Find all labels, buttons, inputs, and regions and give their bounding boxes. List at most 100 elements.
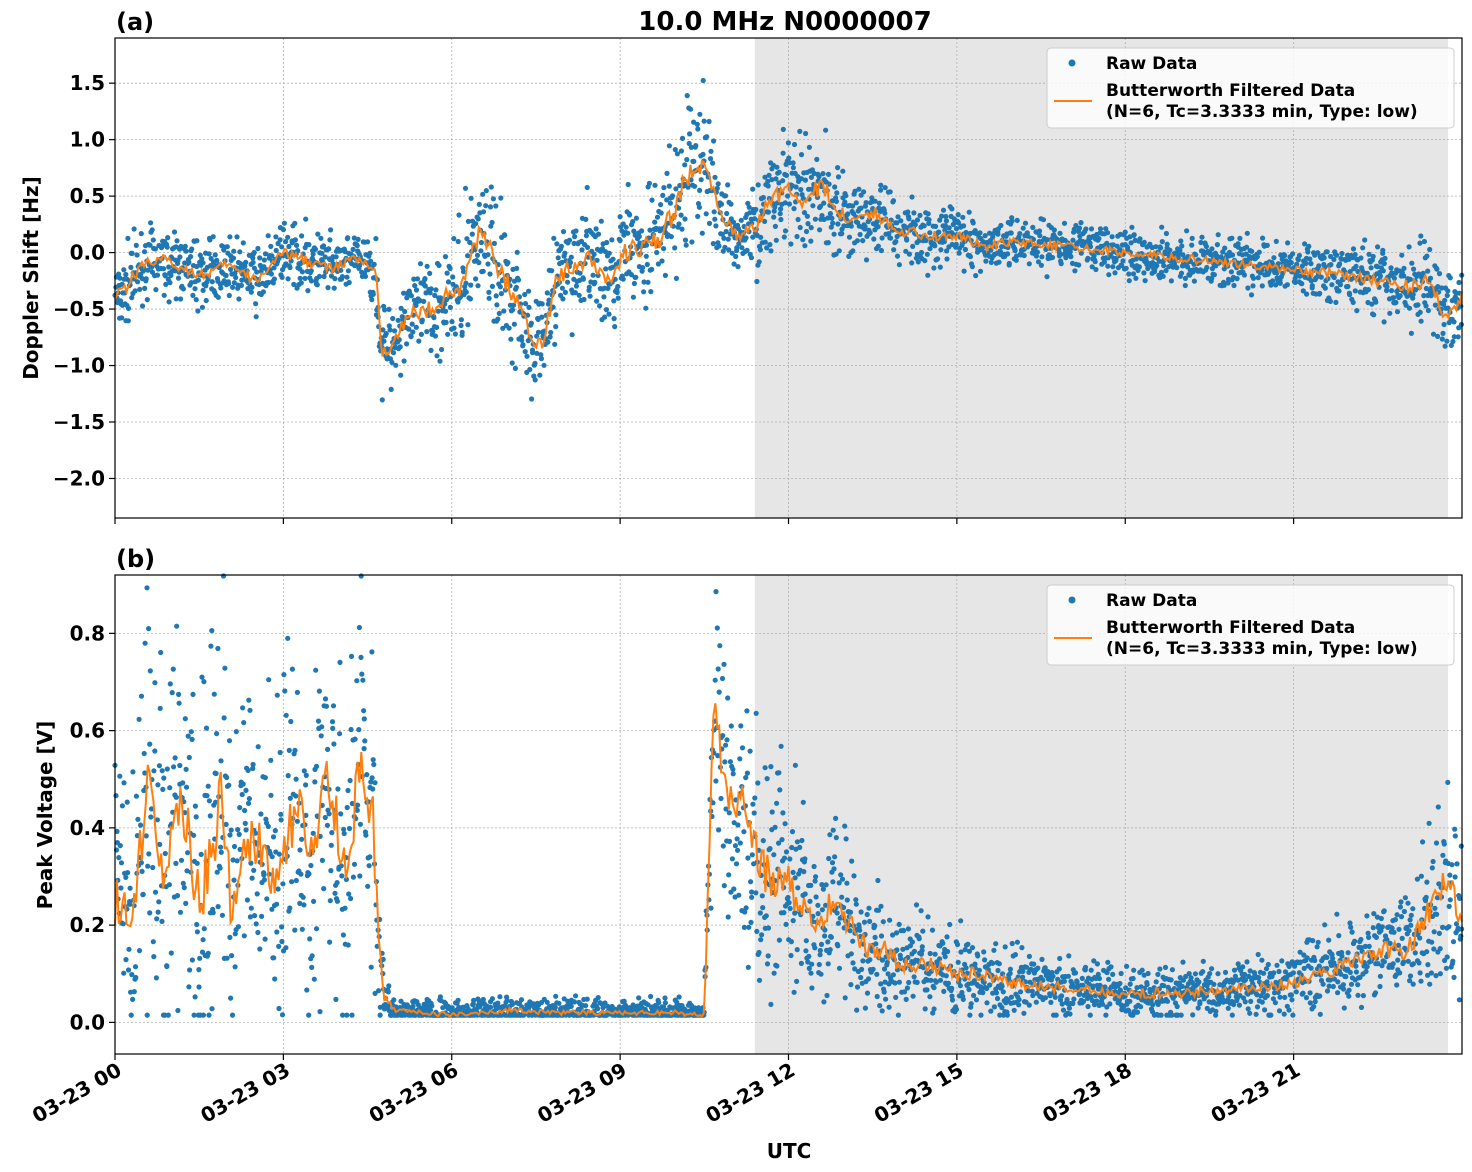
raw-point bbox=[1299, 281, 1305, 287]
raw-point bbox=[114, 828, 120, 835]
raw-point bbox=[733, 861, 740, 867]
raw-point bbox=[942, 227, 948, 233]
raw-point bbox=[1209, 275, 1215, 281]
raw-point bbox=[848, 951, 854, 957]
raw-point bbox=[1036, 228, 1043, 234]
raw-point bbox=[728, 201, 734, 207]
raw-point bbox=[1409, 260, 1415, 266]
raw-point bbox=[345, 942, 351, 948]
raw-point bbox=[858, 205, 864, 211]
raw-point bbox=[451, 325, 457, 331]
raw-point bbox=[344, 1012, 350, 1018]
raw-point bbox=[273, 247, 279, 254]
raw-point bbox=[652, 182, 658, 188]
raw-point bbox=[480, 209, 487, 215]
raw-point bbox=[150, 237, 156, 243]
raw-point bbox=[719, 675, 726, 682]
raw-point bbox=[355, 802, 361, 808]
raw-point bbox=[1418, 318, 1424, 324]
raw-point bbox=[741, 924, 748, 931]
raw-point bbox=[117, 275, 123, 281]
raw-point bbox=[595, 995, 601, 1001]
raw-point bbox=[1130, 975, 1136, 982]
raw-point bbox=[786, 201, 793, 207]
raw-point bbox=[1240, 964, 1246, 970]
raw-point bbox=[373, 236, 379, 242]
raw-point bbox=[455, 997, 461, 1004]
raw-point bbox=[488, 1004, 494, 1010]
raw-point bbox=[165, 235, 171, 241]
raw-point bbox=[782, 200, 788, 206]
raw-point bbox=[126, 946, 132, 952]
raw-point bbox=[1294, 261, 1300, 267]
raw-point bbox=[189, 957, 195, 963]
raw-point bbox=[1444, 292, 1450, 299]
raw-point bbox=[1071, 996, 1077, 1002]
raw-point bbox=[370, 291, 376, 297]
raw-point bbox=[946, 225, 952, 231]
raw-point bbox=[1247, 1010, 1253, 1016]
raw-point bbox=[1362, 237, 1368, 243]
raw-point bbox=[811, 863, 817, 870]
raw-point bbox=[750, 234, 756, 240]
raw-point bbox=[364, 772, 370, 778]
raw-point bbox=[339, 274, 345, 280]
raw-point bbox=[417, 298, 423, 304]
raw-point bbox=[918, 249, 925, 256]
raw-point bbox=[984, 1000, 990, 1006]
raw-point bbox=[833, 835, 839, 841]
raw-point bbox=[931, 985, 937, 991]
raw-point bbox=[125, 967, 132, 973]
raw-point bbox=[972, 961, 978, 967]
raw-point bbox=[308, 268, 314, 274]
raw-point bbox=[848, 223, 854, 229]
raw-point bbox=[788, 939, 795, 945]
raw-point bbox=[395, 317, 401, 323]
raw-point bbox=[809, 985, 815, 991]
raw-point bbox=[904, 237, 910, 243]
raw-point bbox=[853, 897, 859, 903]
raw-point bbox=[279, 274, 285, 280]
raw-point bbox=[368, 964, 374, 970]
raw-point bbox=[654, 249, 660, 256]
raw-point bbox=[815, 911, 821, 917]
raw-point bbox=[174, 893, 181, 899]
raw-point bbox=[1035, 965, 1041, 971]
y-tick-label: −1.5 bbox=[53, 410, 105, 434]
raw-point bbox=[439, 346, 445, 353]
raw-point bbox=[293, 877, 299, 884]
raw-point bbox=[196, 984, 202, 990]
raw-point bbox=[293, 793, 299, 799]
raw-point bbox=[887, 189, 893, 195]
raw-point bbox=[738, 723, 744, 729]
raw-point bbox=[615, 283, 621, 290]
raw-point bbox=[310, 251, 316, 257]
raw-point bbox=[167, 785, 173, 791]
raw-point bbox=[814, 156, 820, 162]
raw-point bbox=[1078, 250, 1084, 256]
raw-point bbox=[486, 289, 492, 295]
raw-point bbox=[1117, 980, 1123, 987]
raw-point bbox=[1304, 955, 1310, 961]
raw-point bbox=[844, 897, 850, 903]
raw-point bbox=[687, 131, 693, 137]
raw-point bbox=[571, 999, 578, 1005]
raw-point bbox=[173, 794, 179, 800]
raw-point bbox=[315, 718, 322, 724]
raw-point bbox=[157, 705, 163, 712]
raw-point bbox=[370, 786, 376, 792]
raw-point bbox=[483, 188, 489, 194]
raw-point bbox=[862, 224, 868, 230]
raw-point bbox=[462, 185, 469, 191]
raw-point bbox=[915, 259, 921, 265]
raw-point bbox=[721, 235, 727, 241]
raw-point bbox=[879, 235, 885, 241]
raw-point bbox=[249, 284, 255, 290]
raw-point bbox=[1026, 1002, 1032, 1008]
raw-point bbox=[191, 1012, 197, 1018]
raw-point bbox=[1052, 994, 1058, 1000]
raw-point bbox=[272, 976, 278, 982]
raw-point bbox=[742, 909, 748, 915]
raw-point bbox=[1088, 967, 1094, 973]
raw-point bbox=[1455, 334, 1461, 340]
